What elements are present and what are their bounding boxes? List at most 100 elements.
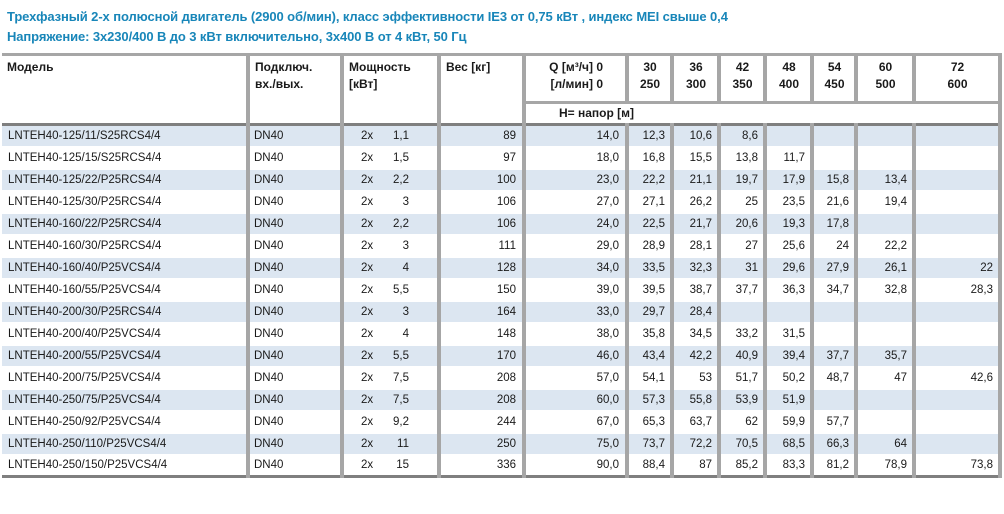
cell-head-value — [912, 410, 1002, 434]
cell-model: LNTEH40-125/30/P25RCS4/4 — [2, 190, 248, 214]
cell-head-value — [912, 234, 1002, 258]
cell-head-value: 13,8 — [717, 146, 765, 170]
cell-head-value: 34,7 — [810, 278, 856, 302]
cell-head-value: 21,1 — [670, 168, 719, 192]
cell-weight: 106 — [437, 212, 524, 236]
cell-head-value — [810, 146, 856, 170]
power-value: 4 — [402, 261, 409, 274]
cell-head-value: 50,2 — [763, 366, 812, 390]
table-row: LNTEH40-200/55/P25VCS4/4 DN40 2x 5,5 170 46,0… — [2, 344, 1002, 368]
column-header-flow-q0: Q [м³/ч] 0 [л/мин] 0 — [522, 54, 627, 104]
power-prefix: 2x — [361, 217, 374, 230]
table-row: LNTEH40-160/55/P25VCS4/4 DN40 2x 5,5 150 39,0… — [2, 278, 1002, 302]
cell-head-value: 17,9 — [763, 168, 812, 192]
cell-weight: 89 — [437, 124, 524, 148]
cell-head-value — [854, 388, 914, 412]
power-prefix: 2x — [361, 283, 374, 296]
cell-head-value: 66,3 — [810, 432, 856, 456]
cell-head-value: 10,6 — [670, 124, 719, 148]
cell-head-value: 31,5 — [763, 322, 812, 346]
table-row: LNTEH40-125/11/S25RCS4/4 DN40 2x 1,1 89 14,0 1… — [2, 124, 1002, 148]
cell-head-value: 40,9 — [717, 344, 765, 368]
cell-weight: 244 — [437, 410, 524, 434]
cell-model: LNTEH40-250/75/P25VCS4/4 — [2, 388, 248, 412]
cell-head-value: 38,7 — [670, 278, 719, 302]
cell-weight: 111 — [437, 234, 524, 258]
cell-head-value: 48,7 — [810, 366, 856, 390]
cell-head-value — [810, 388, 856, 412]
cell-head-value: 38,0 — [522, 322, 627, 346]
cell-connection: DN40 — [246, 256, 342, 280]
power-prefix: 2x — [361, 239, 374, 252]
cell-head-value: 29,0 — [522, 234, 627, 258]
cell-connection: DN40 — [246, 234, 342, 258]
column-header-weight: Вес [кг] — [437, 54, 524, 126]
cell-head-value: 81,2 — [810, 454, 856, 478]
cell-head-value: 73,8 — [912, 454, 1002, 478]
cell-head-value: 46,0 — [522, 344, 627, 368]
cell-head-value: 19,7 — [717, 168, 765, 192]
table-row: LNTEH40-250/75/P25VCS4/4 DN40 2x 7,5 208 60,0… — [2, 388, 1002, 412]
cell-head-value: 12,3 — [625, 124, 672, 148]
table-body: LNTEH40-125/11/S25RCS4/4 DN40 2x 1,1 89 14,0 1… — [2, 124, 1002, 478]
cell-head-value: 35,8 — [625, 322, 672, 346]
power-value: 1,5 — [393, 151, 409, 164]
cell-head-value: 17,8 — [810, 212, 856, 236]
cell-weight: 100 — [437, 168, 524, 192]
table-header: Модель Подключ. вх./вых. Мощность [кВт] … — [2, 54, 1002, 126]
header-row-units: Модель Подключ. вх./вых. Мощность [кВт] … — [2, 54, 1002, 126]
table-row: LNTEH40-125/15/S25RCS4/4 DN40 2x 1,5 97 18,0 1… — [2, 146, 1002, 170]
cell-head-value: 29,7 — [625, 300, 672, 324]
cell-head-value: 53,9 — [717, 388, 765, 412]
cell-head-value: 28,3 — [912, 278, 1002, 302]
flow-column-header: 60 500 — [854, 54, 914, 104]
cell-head-value: 21,7 — [670, 212, 719, 236]
cell-head-value: 32,3 — [670, 256, 719, 280]
cell-head-value: 73,7 — [625, 432, 672, 456]
cell-model: LNTEH40-125/15/S25RCS4/4 — [2, 146, 248, 170]
column-header-model: Модель — [2, 54, 248, 126]
table-row: LNTEH40-125/22/P25RCS4/4 DN40 2x 2,2 100 23,0… — [2, 168, 1002, 192]
cell-power: 2x 4 — [340, 322, 439, 346]
flow-column-header: 72 600 — [912, 54, 1002, 104]
power-value: 9,2 — [393, 415, 409, 428]
cell-head-value — [912, 344, 1002, 368]
head-row-label: Н= напор [м] — [522, 102, 1002, 126]
cell-head-value: 18,0 — [522, 146, 627, 170]
cell-model: LNTEH40-200/55/P25VCS4/4 — [2, 344, 248, 368]
cell-power: 2x 5,5 — [340, 278, 439, 302]
cell-head-value: 62 — [717, 410, 765, 434]
cell-head-value — [810, 322, 856, 346]
cell-power: 2x 4 — [340, 256, 439, 280]
cell-head-value — [854, 124, 914, 148]
cell-power: 2x 3 — [340, 300, 439, 324]
column-header-connection: Подключ. вх./вых. — [246, 54, 342, 126]
cell-model: LNTEH40-160/40/P25VCS4/4 — [2, 256, 248, 280]
cell-weight: 336 — [437, 454, 524, 478]
cell-head-value: 78,9 — [854, 454, 914, 478]
power-prefix: 2x — [361, 327, 374, 340]
cell-head-value: 53 — [670, 366, 719, 390]
cell-head-value — [912, 388, 1002, 412]
cell-head-value — [912, 168, 1002, 192]
cell-model: LNTEH40-250/110/P25VCS4/4 — [2, 432, 248, 456]
power-value: 3 — [402, 239, 409, 252]
cell-head-value: 75,0 — [522, 432, 627, 456]
cell-weight: 97 — [437, 146, 524, 170]
cell-connection: DN40 — [246, 432, 342, 456]
cell-head-value — [854, 300, 914, 324]
cell-power: 2x 2,2 — [340, 168, 439, 192]
cell-weight: 150 — [437, 278, 524, 302]
power-prefix: 2x — [361, 151, 374, 164]
specification-table: Модель Подключ. вх./вых. Мощность [кВт] … — [2, 53, 1002, 478]
cell-head-value: 34,5 — [670, 322, 719, 346]
power-prefix: 2x — [361, 261, 374, 274]
cell-head-value: 39,5 — [625, 278, 672, 302]
power-value: 3 — [402, 305, 409, 318]
cell-weight: 250 — [437, 432, 524, 456]
table-row: LNTEH40-160/40/P25VCS4/4 DN40 2x 4 128 34,0 33… — [2, 256, 1002, 280]
cell-power: 2x 3 — [340, 234, 439, 258]
cell-head-value: 67,0 — [522, 410, 627, 434]
power-prefix: 2x — [361, 129, 374, 142]
flow-column-header: 30 250 — [625, 54, 672, 104]
